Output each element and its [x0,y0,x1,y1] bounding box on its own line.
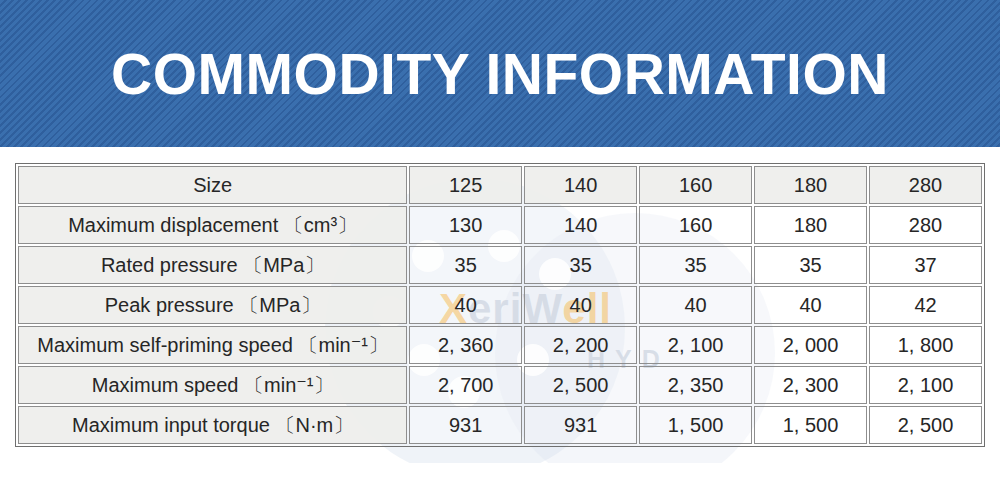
spec-value-cell: 2, 100 [869,366,982,404]
table-row: Maximum speed 〔min⁻¹〕2, 7002, 5002, 3502… [18,366,982,404]
size-header-cell: 280 [869,166,982,204]
row-label: Peak pressure 〔MPa〕 [18,286,407,324]
row-label: Rated pressure 〔MPa〕 [18,246,407,284]
size-header-cell: 160 [639,166,752,204]
spec-value-cell: 40 [409,286,522,324]
size-header-cell: 180 [754,166,867,204]
row-label: Maximum displacement 〔cm³〕 [18,206,407,244]
spec-value-cell: 35 [524,246,637,284]
spec-value-cell: 2, 100 [639,326,752,364]
spec-value-cell: 2, 500 [869,406,982,444]
table-row: Maximum input torque 〔N·m〕9319311, 5001,… [18,406,982,444]
row-label: Maximum input torque 〔N·m〕 [18,406,407,444]
size-header-cell: 140 [524,166,637,204]
spec-value-cell: 40 [754,286,867,324]
spec-value-cell: 35 [409,246,522,284]
spec-value-cell: 931 [409,406,522,444]
spec-value-cell: 35 [754,246,867,284]
row-label: Maximum speed 〔min⁻¹〕 [18,366,407,404]
spec-value-cell: 280 [869,206,982,244]
spec-value-cell: 130 [409,206,522,244]
spec-value-cell: 42 [869,286,982,324]
spec-value-cell: 1, 500 [754,406,867,444]
table-row: Rated pressure 〔MPa〕3535353537 [18,246,982,284]
size-header-cell: 125 [409,166,522,204]
spec-value-cell: 931 [524,406,637,444]
row-label: Maximum self-priming speed 〔min⁻¹〕 [18,326,407,364]
header-row: Size125140160180280 [18,166,982,204]
page: COMMODITY INFORMATION XeriWell HYD Size1… [0,0,1000,463]
banner: COMMODITY INFORMATION [0,0,1000,147]
spec-value-cell: 2, 500 [524,366,637,404]
spec-value-cell: 2, 000 [754,326,867,364]
spec-table-container: XeriWell HYD Size125140160180280Maximum … [15,163,985,463]
spec-value-cell: 40 [639,286,752,324]
spec-value-cell: 2, 350 [639,366,752,404]
row-label: Size [18,166,407,204]
spec-value-cell: 2, 200 [524,326,637,364]
table-row: Maximum displacement 〔cm³〕13014016018028… [18,206,982,244]
spec-value-cell: 1, 500 [639,406,752,444]
spec-value-cell: 1, 800 [869,326,982,364]
spec-value-cell: 40 [524,286,637,324]
table-row: Peak pressure 〔MPa〕4040404042 [18,286,982,324]
spec-value-cell: 2, 700 [409,366,522,404]
spec-table: Size125140160180280Maximum displacement … [15,163,985,447]
spec-value-cell: 2, 360 [409,326,522,364]
spec-value-cell: 2, 300 [754,366,867,404]
spec-table-body: Size125140160180280Maximum displacement … [18,166,982,444]
spec-value-cell: 180 [754,206,867,244]
spec-value-cell: 160 [639,206,752,244]
table-row: Maximum self-priming speed 〔min⁻¹〕2, 360… [18,326,982,364]
page-title: COMMODITY INFORMATION [111,41,889,107]
spec-value-cell: 35 [639,246,752,284]
spec-value-cell: 37 [869,246,982,284]
spec-value-cell: 140 [524,206,637,244]
